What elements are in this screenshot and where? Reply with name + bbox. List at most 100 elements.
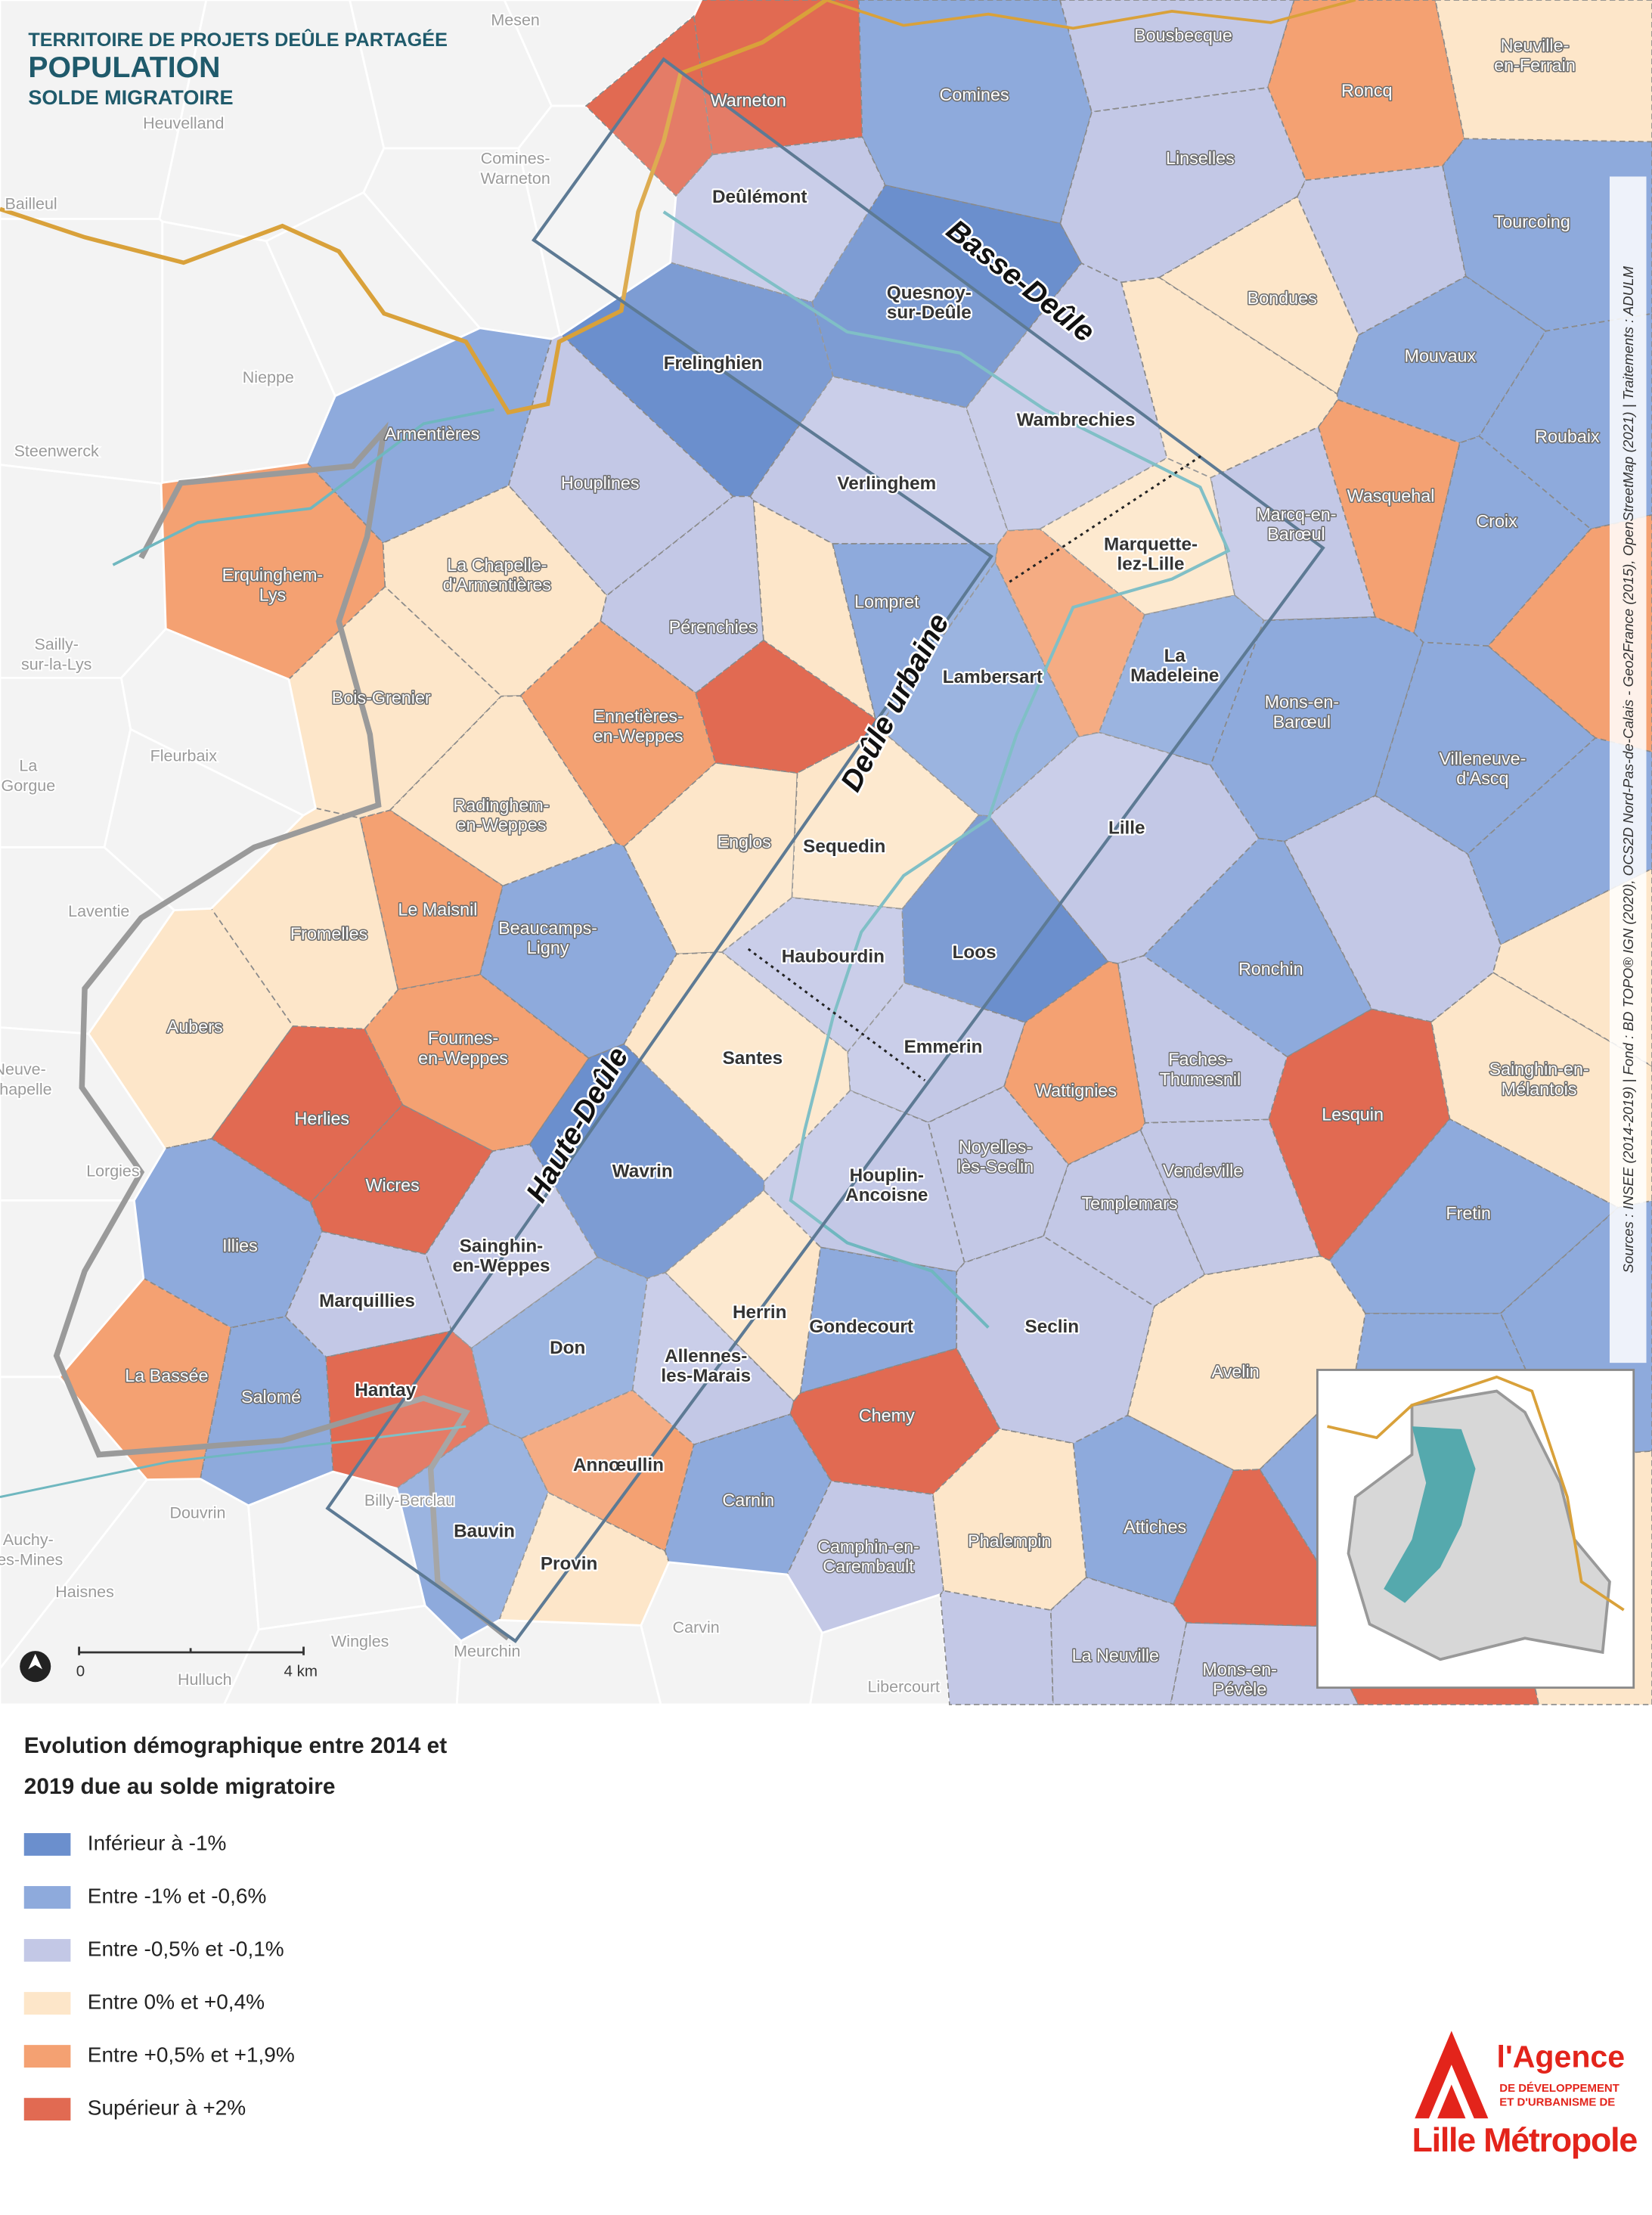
commune — [631, 1271, 795, 1446]
place-label: Meurchin — [454, 1643, 520, 1661]
legend-swatch — [23, 2098, 71, 2121]
place-label: Gorgue — [2, 777, 56, 795]
scale-bar: 0 4 km — [20, 1646, 318, 1683]
commune-label: Noyelles- — [959, 1137, 1032, 1156]
commune — [210, 1025, 404, 1204]
commune-label: Armentières — [385, 423, 480, 443]
national-border — [825, 0, 1356, 30]
commune-label: La — [1164, 646, 1186, 666]
commune — [600, 495, 764, 694]
place-label: Nieppe — [243, 368, 294, 386]
commune-label: en-Weppes — [418, 1048, 508, 1068]
commune-label: Don — [550, 1338, 585, 1358]
commune-label: Seclin — [1025, 1317, 1079, 1337]
commune-label: lez-Lille — [1117, 554, 1185, 574]
legend-swatch — [23, 1886, 71, 1909]
legend-label: Supérieur à +2% — [88, 2096, 246, 2120]
place-label: Carvin — [673, 1618, 720, 1636]
commune — [1038, 457, 1236, 616]
outside-area — [517, 104, 677, 337]
commune-label: Attiches — [1124, 1517, 1186, 1537]
logo-line: ET D'URBANISME DE — [1499, 2096, 1615, 2109]
commune-label: Haubourdin — [782, 947, 885, 967]
outside-area — [503, 0, 703, 107]
commune — [1296, 165, 1467, 337]
place-label: les-Mines — [0, 1550, 63, 1568]
commune — [1172, 1469, 1329, 1627]
legend-label: Entre 0% et +0,4% — [88, 1990, 265, 2013]
commune-label: Houplines — [561, 473, 640, 493]
commune-label: Radinghem- — [453, 796, 549, 815]
commune — [752, 499, 877, 720]
commune-label: Wattignies — [1035, 1081, 1117, 1100]
commune-label: Carembault — [823, 1556, 914, 1576]
commune-label: Templemars — [1081, 1193, 1177, 1213]
commune-label: Neuville- — [1501, 36, 1570, 55]
commune-label: Fretin — [1446, 1203, 1491, 1223]
commune-label: Tourcoing — [1494, 212, 1570, 231]
place-label: Neuve- — [0, 1060, 46, 1078]
commune-label: lès-Seclin — [957, 1157, 1034, 1177]
commune — [1283, 795, 1502, 1023]
header: TERRITOIRE DE PROJETS DEÛLE PARTAGÉE POP… — [28, 28, 448, 109]
commune-label: Mouvaux — [1405, 346, 1477, 366]
commune — [994, 528, 1145, 737]
commune-label: Le Maisnil — [398, 900, 477, 920]
commune — [749, 375, 1009, 544]
commune-label: Avelin — [1212, 1361, 1260, 1381]
river — [112, 408, 495, 566]
commune-label: Phalempin — [968, 1531, 1051, 1550]
commune-label: Wasquehal — [1347, 486, 1435, 506]
commune-label: Aubers — [167, 1017, 223, 1037]
commune — [584, 14, 714, 197]
commune — [1268, 1008, 1451, 1261]
commune — [927, 1085, 1069, 1264]
scale-line — [78, 1646, 305, 1655]
legend-label: Inférieur à -1% — [88, 1831, 227, 1854]
commune-label: Sequedin — [803, 836, 885, 857]
commune — [528, 1043, 765, 1280]
commune-label: Barœul — [1267, 524, 1325, 544]
commune — [479, 842, 678, 1059]
logo-mark — [1415, 2030, 1489, 2119]
commune — [1139, 1118, 1322, 1276]
commune-label: Quesnoy- — [887, 283, 972, 303]
inset-territory — [1384, 1426, 1476, 1603]
place-label: Warneton — [481, 169, 550, 188]
commune-label: Wambrechies — [1017, 410, 1136, 430]
logo-mark — [1437, 2084, 1466, 2119]
map-subtitle: SOLDE MIGRATOIRE — [28, 85, 233, 109]
map-lines — [0, 0, 1356, 1643]
logo-city: Lille Métropole — [1412, 2121, 1638, 2159]
commune-label: Camphin-en- — [817, 1537, 919, 1556]
commune-label: Sainghin- — [460, 1236, 544, 1256]
commune — [939, 1590, 1054, 1705]
commune-label: Loos — [953, 942, 996, 963]
place-label: Douvrin — [169, 1504, 225, 1522]
metropole-border — [53, 421, 510, 1641]
commune-label: Provin — [541, 1554, 598, 1574]
commune-label: Villeneuve- — [1439, 749, 1526, 768]
outside-area — [0, 464, 167, 679]
place-label: Billy-Berclau — [364, 1491, 454, 1509]
north-arrow — [20, 1651, 51, 1683]
legend-label: Entre +0,5% et +1,9% — [88, 2043, 295, 2066]
place-label: sur-la-Lys — [21, 655, 91, 673]
territory-name: TERRITOIRE DE PROJETS DEÛLE PARTAGÉE — [28, 28, 448, 51]
legend-label: Entre -1% et -0,6% — [88, 1884, 267, 1907]
legend-title: Evolution démographique entre 2014 et — [24, 1733, 447, 1758]
commune-label: Frelinghien — [664, 353, 763, 374]
commune-label: Allennes- — [665, 1346, 747, 1367]
inset-map — [1316, 1369, 1635, 1689]
commune-label: La Neuville — [1072, 1646, 1159, 1665]
commune-label: Fournes- — [428, 1028, 498, 1048]
place-label: Chapelle — [0, 1080, 52, 1098]
scale-label: 0 — [76, 1663, 85, 1680]
commune-label: Linselles — [1166, 148, 1235, 168]
place-label: Fleurbaix — [150, 747, 218, 765]
commune-label: Pévèle — [1213, 1680, 1266, 1699]
commune-label: Santes — [723, 1048, 783, 1069]
commune-label: Ronchin — [1238, 959, 1303, 979]
commune-label: Lesquin — [1322, 1105, 1384, 1125]
